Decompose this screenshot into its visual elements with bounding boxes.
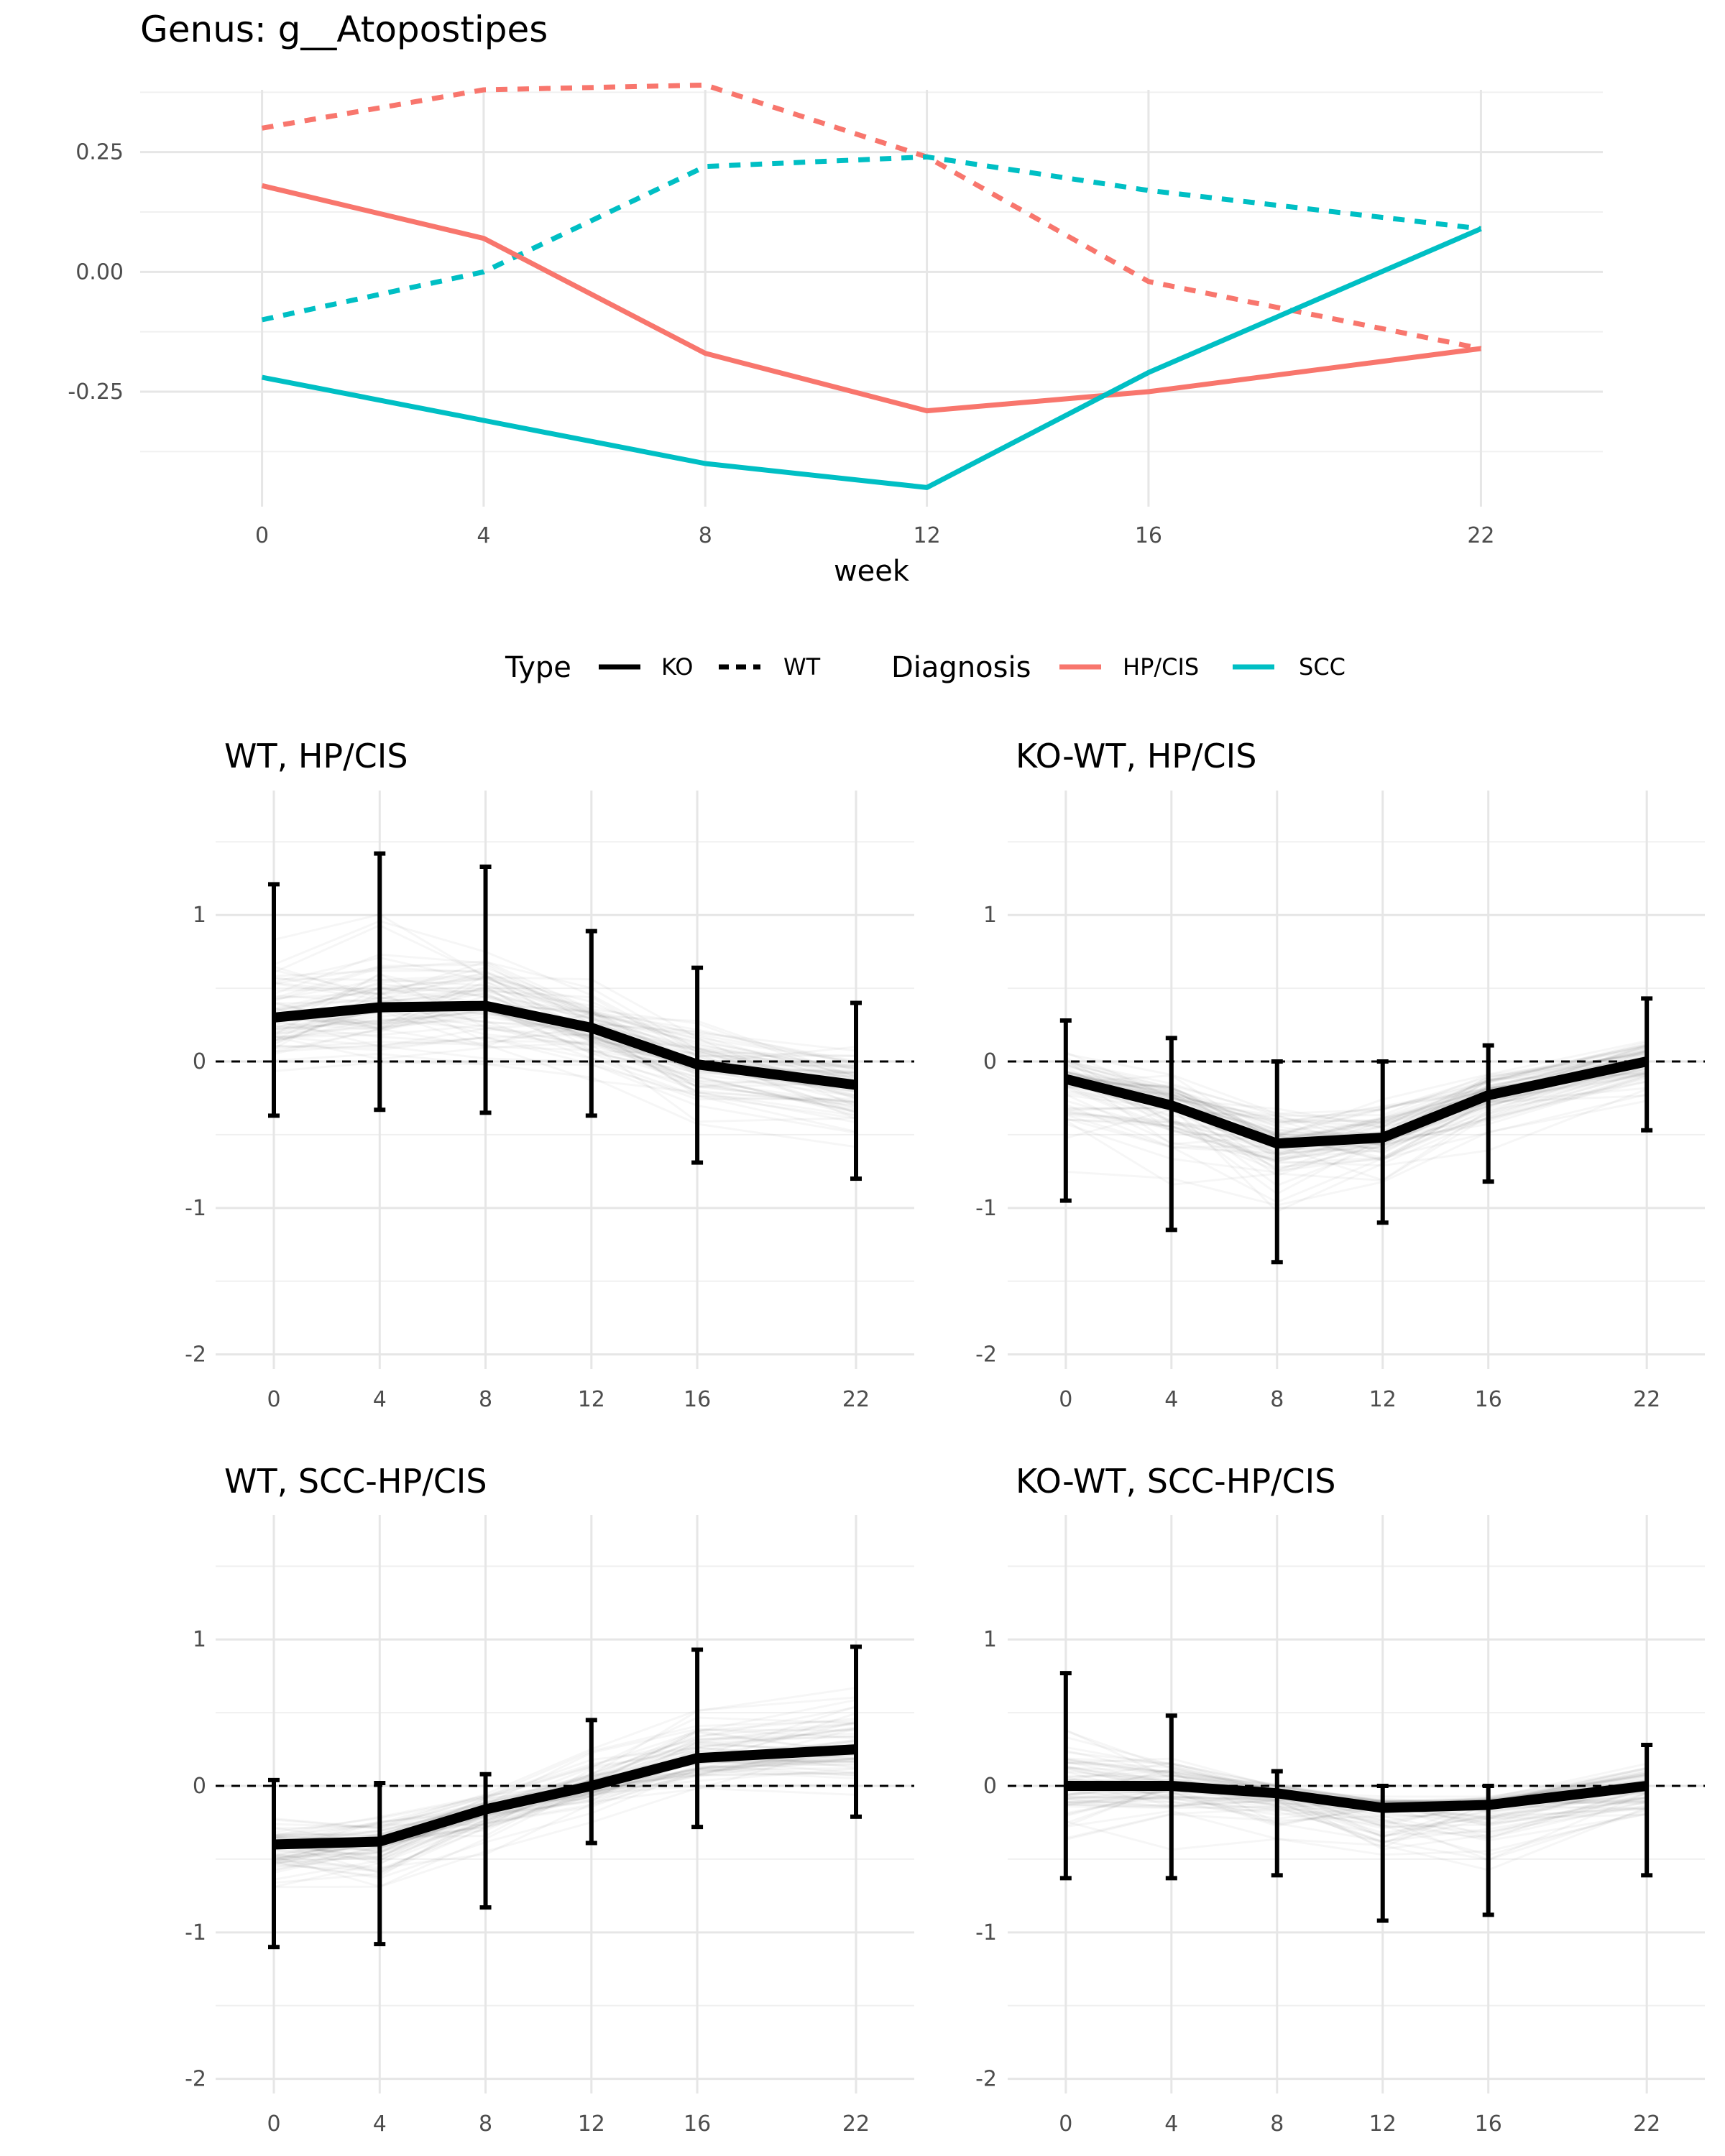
series-line-wt-hp-cis [261, 82, 1482, 351]
mean-line [1064, 1056, 1648, 1149]
x-tick-label: 8 [479, 2111, 492, 2137]
y-tick-label: 0 [193, 1774, 206, 1799]
y-tick-label: 0 [983, 1774, 997, 1799]
x-tick-label: 4 [1164, 2111, 1178, 2137]
y-tick-label: -1 [185, 1196, 206, 1221]
panel-title: KO-WT, HP/CIS [1016, 737, 1256, 775]
y-tick-label: 1 [193, 1627, 206, 1652]
facet-panel-wt-hp-cis: -2 -1 0 1 0 4 8 12 16 22 WT, HP/CIS [185, 737, 914, 1412]
x-tick-label: 0 [267, 2111, 280, 2137]
error-bar [1165, 1713, 1177, 1881]
x-tick-label: 12 [913, 523, 940, 548]
x-tick-label: 22 [842, 2111, 870, 2137]
mean-line [1065, 1781, 1648, 1813]
error-bar [850, 1644, 862, 1819]
legend: Type KO WT Diagnosis HP/CIS SCC [505, 651, 1346, 684]
y-tick-label: -1 [975, 1196, 997, 1221]
x-tick-label: 12 [1369, 1387, 1397, 1412]
x-tick-label: 22 [1633, 2111, 1660, 2137]
error-bar [268, 882, 280, 1118]
error-bar [1165, 1036, 1177, 1233]
facet-panel-ko-wt-scc-hp-cis: -2 -1 0 1 0 4 8 12 16 22 KO-WT, SCC-HP/CIS [975, 1462, 1705, 2137]
x-tick-label: 0 [255, 523, 269, 548]
panel-title: WT, SCC-HP/CIS [224, 1462, 487, 1501]
x-tick-label: 16 [1135, 523, 1162, 548]
series-line-ko-scc [261, 226, 1482, 490]
error-bar [850, 1000, 862, 1181]
posterior-traces [274, 915, 856, 1147]
x-tick-label: 0 [1059, 1387, 1072, 1412]
y-tick-label: 1 [983, 1627, 997, 1652]
y-tick-label: 0.25 [75, 140, 124, 165]
posterior-traces [1066, 1041, 1647, 1211]
legend-label-scc: SCC [1299, 653, 1346, 681]
error-bar [1059, 1018, 1072, 1203]
x-tick-label: 0 [267, 1387, 280, 1412]
x-tick-label: 4 [1164, 1387, 1178, 1412]
x-tick-label: 12 [578, 2111, 605, 2137]
error-bar [691, 1647, 704, 1830]
x-tick-label: 22 [1633, 1387, 1660, 1412]
x-tick-label: 16 [684, 2111, 711, 2137]
legend-label-ko: KO [661, 653, 693, 681]
panel-title: WT, HP/CIS [224, 737, 408, 775]
error-bar [1641, 1742, 1653, 1878]
x-tick-label: 4 [373, 2111, 387, 2137]
x-tick-label: 4 [477, 523, 490, 548]
error-bar [1059, 1671, 1072, 1881]
panel-title: KO-WT, SCC-HP/CIS [1016, 1462, 1335, 1501]
y-tick-label: -1 [975, 1920, 997, 1945]
error-bar [1271, 1059, 1283, 1265]
x-tick-label: 8 [479, 1387, 492, 1412]
x-tick-label: 4 [373, 1387, 387, 1412]
y-tick-label: -1 [185, 1920, 206, 1945]
x-tick-label: 16 [1475, 1387, 1502, 1412]
y-tick-label: 0.00 [75, 259, 124, 285]
y-tick-label: 1 [193, 903, 206, 928]
y-tick-label: 0 [193, 1049, 206, 1074]
error-bar [268, 1777, 280, 1950]
facet-panel-wt-scc-hp-cis: -2 -1 0 1 0 4 8 12 16 22 WT, SCC-HP/CIS [185, 1462, 914, 2137]
x-tick-label: 12 [1369, 2111, 1397, 2137]
error-bar [479, 1772, 492, 1910]
x-tick-label: 16 [684, 1387, 711, 1412]
facet-panel-ko-wt-hp-cis: -2 -1 0 1 0 4 8 12 16 22 KO-WT, HP/CIS [975, 737, 1705, 1412]
y-tick-label: 0 [983, 1049, 997, 1074]
legend-label-wt: WT [783, 653, 821, 681]
series-line-wt-scc [261, 154, 1481, 323]
y-tick-label: -2 [185, 1342, 206, 1368]
y-tick-label: -2 [975, 2067, 997, 2092]
error-bar [374, 851, 386, 1112]
mean-line [273, 1000, 857, 1090]
x-tick-label: 12 [578, 1387, 605, 1412]
x-tick-label: 0 [1059, 2111, 1072, 2137]
legend-title-diagnosis: Diagnosis [891, 651, 1031, 684]
y-tick-label: -2 [975, 1342, 997, 1368]
series-line-ko-hp-cis [261, 183, 1481, 414]
main-chart: -0.25 0.00 0.25 0 4 8 12 16 22 Genus: g__Atoposti… [68, 9, 1603, 588]
y-tick-label: -2 [185, 2067, 206, 2092]
x-tick-label: 22 [842, 1387, 870, 1412]
error-bar [1482, 1043, 1494, 1184]
y-tick-label: 1 [983, 903, 997, 928]
y-tick-label: -0.25 [68, 379, 124, 405]
error-bar [479, 864, 492, 1115]
x-tick-label: 8 [699, 523, 712, 548]
x-tick-label: 8 [1270, 2111, 1284, 2137]
chart-title: Genus: g__Atopostipes [140, 9, 548, 50]
legend-title-type: Type [505, 651, 571, 684]
x-tick-label: 8 [1270, 1387, 1284, 1412]
mean-line [273, 1744, 857, 1850]
x-tick-label: 16 [1475, 2111, 1502, 2137]
error-bar [374, 1780, 386, 1947]
x-tick-label: 22 [1467, 523, 1494, 548]
legend-label-hp-cis: HP/CIS [1123, 653, 1199, 681]
x-axis-label: week [834, 555, 910, 588]
